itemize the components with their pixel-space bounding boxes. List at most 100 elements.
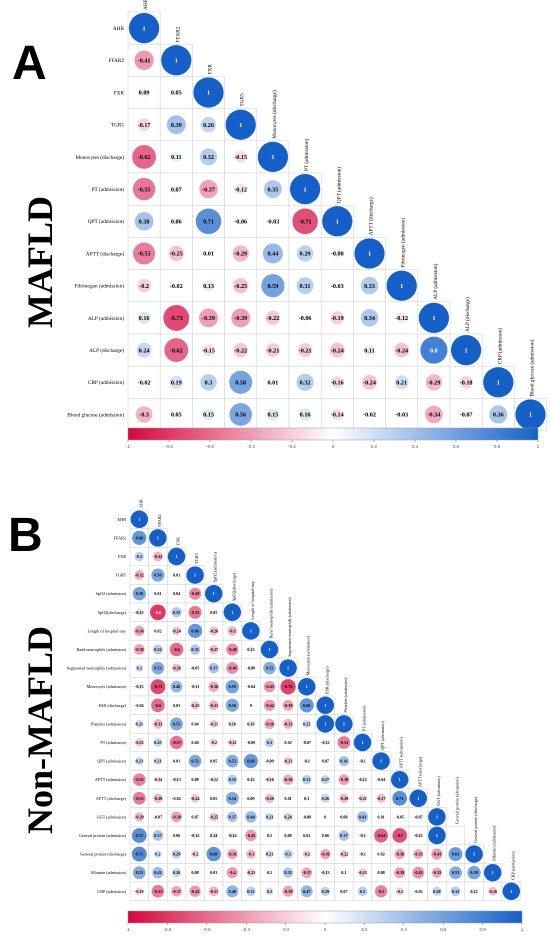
correlation-value: 0.53 <box>154 666 161 671</box>
correlation-circle <box>331 408 343 421</box>
correlation-value: -0.43 <box>247 833 256 838</box>
matrix-cell <box>204 584 224 604</box>
column-label: GGT (admission) <box>436 776 441 806</box>
correlation-value: -0.21 <box>266 347 279 354</box>
matrix-cell <box>166 770 187 790</box>
colorbar-tick-label: 0.4 <box>401 927 408 932</box>
matrix-cell <box>148 825 168 846</box>
correlation-value: -0.8 <box>155 610 162 615</box>
matrix-cell <box>278 807 298 827</box>
correlation-circle <box>320 886 331 897</box>
matrix-cell <box>390 807 410 827</box>
correlation-circle <box>335 715 353 733</box>
matrix-cell <box>352 863 373 883</box>
correlation-circle <box>188 754 202 768</box>
correlation-value: -0.55 <box>191 610 200 615</box>
matrix-cell <box>241 825 261 846</box>
correlation-value: -0.29 <box>427 379 440 386</box>
matrix-cell <box>204 751 224 771</box>
correlation-circle <box>296 277 314 295</box>
correlation-value: -0.57 <box>172 740 181 745</box>
matrix-cell <box>148 751 168 771</box>
correlation-circle <box>431 848 443 860</box>
correlation-circle <box>386 270 417 301</box>
matrix-cell <box>166 584 187 604</box>
correlation-value: -0.26 <box>488 889 497 894</box>
correlation-value: 1 <box>492 870 494 875</box>
correlation-circle <box>226 867 238 879</box>
row-label: APTT (admission) <box>95 777 127 782</box>
correlation-value: 1 <box>250 628 252 633</box>
correlation-circle <box>192 777 198 783</box>
correlation-circle <box>190 794 200 803</box>
correlation-circle <box>283 812 293 822</box>
correlation-circle <box>132 773 146 787</box>
matrix-cell <box>148 788 168 808</box>
row-label: GGT (admission) <box>97 814 127 819</box>
correlation-circle <box>172 411 180 418</box>
matrix-cell <box>315 751 335 771</box>
matrix-cell <box>278 658 298 678</box>
correlation-value: 0.32 <box>203 154 214 161</box>
matrix-cell <box>297 695 317 715</box>
matrix-cell <box>129 639 149 660</box>
correlation-circle <box>432 886 442 896</box>
correlation-circle <box>228 720 236 728</box>
correlation-value: 0.32 <box>300 379 311 386</box>
colorbar-tick-label: 1 <box>521 927 524 932</box>
correlation-value: -0.25 <box>170 251 183 258</box>
correlation-value: -0.37 <box>172 889 181 894</box>
matrix-cell <box>334 881 354 901</box>
correlation-circle <box>227 848 238 860</box>
correlation-circle <box>246 886 256 897</box>
matrix-cell <box>148 621 168 641</box>
correlation-circle <box>392 790 408 806</box>
matrix-cell <box>166 602 187 622</box>
correlation-value: -0.36 <box>265 721 274 726</box>
correlation-value: 0.01 <box>154 591 161 596</box>
correlation-circle <box>301 314 309 322</box>
correlation-value: -0.08 <box>302 814 311 819</box>
correlation-value: -0.71 <box>299 218 312 225</box>
correlation-value: 0.35 <box>173 610 180 615</box>
matrix-cell <box>501 881 521 901</box>
correlation-value: 0.29 <box>322 889 329 894</box>
correlation-circle <box>417 890 420 893</box>
correlation-value: -0.37 <box>202 186 215 193</box>
correlation-value: -0.22 <box>234 347 247 354</box>
correlation-value: -0.41 <box>433 852 442 857</box>
correlation-circle <box>209 738 218 747</box>
correlation-circle <box>157 592 159 595</box>
matrix-cell <box>352 844 373 864</box>
correlation-circle <box>193 666 198 671</box>
correlation-circle <box>128 12 160 44</box>
matrix-cell <box>371 770 391 790</box>
matrix-cell <box>427 881 447 901</box>
colorbar-tick-label: -0.6 <box>203 927 211 932</box>
correlation-value: 0.33 <box>364 283 375 290</box>
correlation-value: -0.2 <box>303 852 310 857</box>
matrix-cell <box>129 546 149 567</box>
correlation-value: -0.6 <box>155 703 162 708</box>
correlation-circle <box>283 718 294 729</box>
matrix-cell <box>259 677 280 697</box>
correlation-circle <box>242 622 260 640</box>
correlation-value: -0.42 <box>265 703 274 708</box>
column-label: FXR <box>176 537 181 545</box>
correlation-value: -0.15 <box>234 154 247 161</box>
correlation-value: 0.29 <box>173 852 180 857</box>
correlation-value: 0.8 <box>430 347 438 354</box>
correlation-circle <box>286 741 290 744</box>
correlation-value: 0.37 <box>340 833 347 838</box>
correlation-circle <box>320 793 330 803</box>
correlation-circle <box>135 738 144 747</box>
matrix-cell <box>185 695 205 715</box>
correlation-value: -0.12 <box>321 740 330 745</box>
correlation-value: 1 <box>465 347 468 354</box>
correlation-value: -0.38 <box>172 814 181 819</box>
matrix-cell <box>278 751 298 771</box>
correlation-value: 0.26 <box>203 122 214 129</box>
correlation-value: -0.35 <box>433 870 442 875</box>
colorbar-tick-label: 0.6 <box>453 444 460 449</box>
correlation-circle <box>153 850 162 859</box>
